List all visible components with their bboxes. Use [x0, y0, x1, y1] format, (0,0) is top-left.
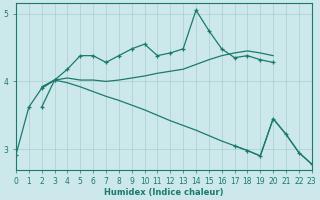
X-axis label: Humidex (Indice chaleur): Humidex (Indice chaleur): [104, 188, 224, 197]
